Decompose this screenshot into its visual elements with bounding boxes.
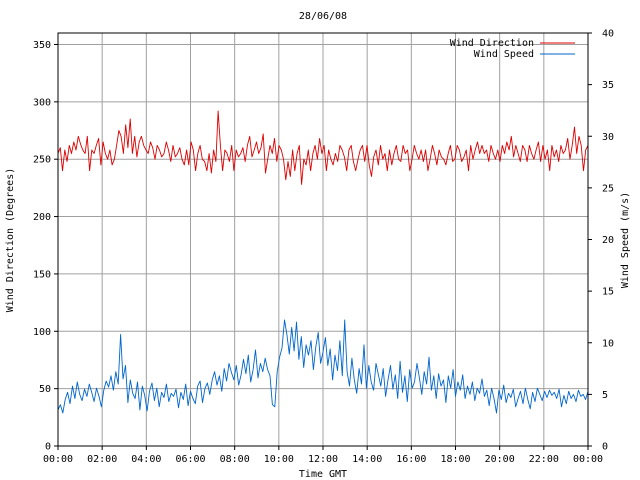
- chart-title: 28/06/08: [299, 11, 347, 22]
- series-line-wind-direction: [57, 110, 589, 185]
- series-line-wind-speed: [57, 319, 589, 414]
- y-right-tick-label: 35: [602, 80, 614, 91]
- x-tick-label: 06:00: [175, 454, 205, 465]
- x-tick-label: 08:00: [220, 454, 250, 465]
- x-tick-label: 10:00: [264, 454, 294, 465]
- y-right-tick-label: 5: [602, 390, 608, 401]
- x-tick-label: 16:00: [396, 454, 426, 465]
- legend-label-wind-speed: Wind Speed: [474, 49, 534, 60]
- y-axis-title-right: Wind Speed (m/s): [620, 192, 631, 288]
- y-left-tick-label: 0: [45, 442, 51, 453]
- x-tick-label: 18:00: [440, 454, 470, 465]
- x-tick-label: 02:00: [87, 454, 117, 465]
- x-tick-label: 00:00: [43, 454, 73, 465]
- y-left-tick-label: 150: [33, 269, 51, 280]
- y-left-tick-label: 250: [33, 155, 51, 166]
- grid: [58, 33, 588, 446]
- series-layer: [57, 110, 589, 414]
- y-right-tick-label: 20: [602, 235, 614, 246]
- y-axis-title-left: Wind Direction (Degrees): [5, 168, 16, 313]
- x-tick-label: 22:00: [529, 454, 559, 465]
- y-right-tick-label: 15: [602, 287, 614, 298]
- x-axis-title: Time GMT: [299, 469, 347, 480]
- legend: Wind Direction Wind Speed: [450, 38, 575, 60]
- legend-label-wind-direction: Wind Direction: [450, 38, 534, 49]
- tick-labels: 00:00 02:00 04:00 06:00 08:00 10:00 12:00 14:00…: [33, 29, 614, 466]
- ticks: [54, 32, 592, 450]
- y-left-tick-label: 100: [33, 327, 51, 338]
- y-right-tick-label: 30: [602, 132, 614, 143]
- x-tick-label: 00:00: [573, 454, 603, 465]
- y-left-tick-label: 50: [39, 384, 51, 395]
- x-tick-label: 20:00: [485, 454, 515, 465]
- y-right-tick-label: 10: [602, 338, 614, 349]
- y-right-tick-label: 40: [602, 29, 614, 40]
- x-tick-label: 04:00: [131, 454, 161, 465]
- y-left-tick-label: 300: [33, 97, 51, 108]
- y-left-tick-label: 200: [33, 212, 51, 223]
- x-tick-label: 14:00: [352, 454, 382, 465]
- x-tick-label: 12:00: [308, 454, 338, 465]
- y-right-tick-label: 0: [602, 442, 608, 453]
- y-right-tick-label: 25: [602, 183, 614, 194]
- y-left-tick-label: 350: [33, 40, 51, 51]
